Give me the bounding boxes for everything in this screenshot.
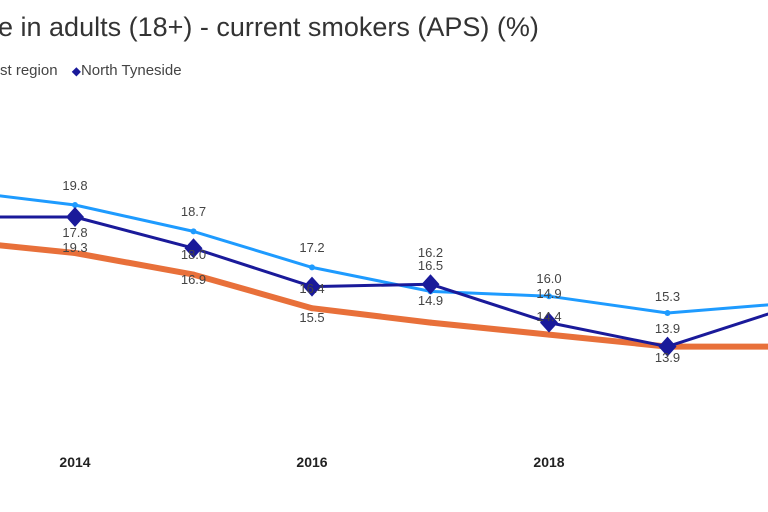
chart-title: e in adults (18+) - current smokers (APS… (0, 12, 539, 42)
data-point-marker (72, 202, 78, 208)
data-point-marker (309, 305, 315, 312)
data-label: 17.8 (62, 225, 87, 240)
data-label: 16.5 (418, 258, 443, 273)
data-point-marker (546, 331, 552, 338)
x-tick-label: 2018 (533, 454, 564, 470)
data-label: 16.9 (181, 272, 206, 287)
data-point-marker (540, 312, 558, 333)
x-tick-label: 2016 (296, 454, 327, 470)
legend-entry-region[interactable]: st region (0, 62, 58, 79)
data-label: 14.4 (536, 309, 561, 324)
data-label: 14.9 (536, 286, 561, 301)
data-point-marker (303, 276, 321, 297)
legend: st region ◆North Tyneside (0, 62, 182, 79)
data-point-marker (664, 310, 671, 316)
data-label: 19.8 (62, 178, 87, 193)
data-label: 16.2 (418, 245, 443, 260)
data-label: 15.5 (299, 310, 324, 325)
data-label: 15.3 (655, 289, 680, 304)
data-label: 13.9 (655, 321, 680, 336)
data-label: 18.7 (181, 204, 206, 219)
data-point-marker (184, 238, 203, 259)
data-point-marker (66, 207, 84, 227)
diamond-marker-icon: ◆ (71, 64, 81, 78)
data-label: 14.9 (418, 293, 443, 308)
series-line-2 (0, 242, 768, 350)
data-point-marker (421, 274, 440, 295)
data-point-marker (190, 271, 197, 278)
series-line-1 (0, 215, 768, 349)
x-tick-label: 2014 (59, 454, 90, 470)
legend-entry-north-tyneside[interactable]: North Tyneside (80, 62, 182, 79)
series-line-0 (0, 194, 768, 315)
data-label: 18.0 (181, 247, 206, 262)
data-label: 19.3 (62, 240, 87, 255)
data-point-marker (309, 264, 315, 271)
data-point-marker (190, 228, 197, 235)
data-point-marker (427, 319, 434, 326)
data-label: 16.4 (299, 281, 324, 296)
data-label: 16.0 (536, 271, 561, 286)
data-point-marker (546, 293, 552, 300)
data-point-marker (72, 250, 78, 256)
data-point-marker (658, 336, 677, 357)
data-label: 17.2 (299, 240, 324, 255)
data-label: 13.9 (655, 350, 680, 365)
